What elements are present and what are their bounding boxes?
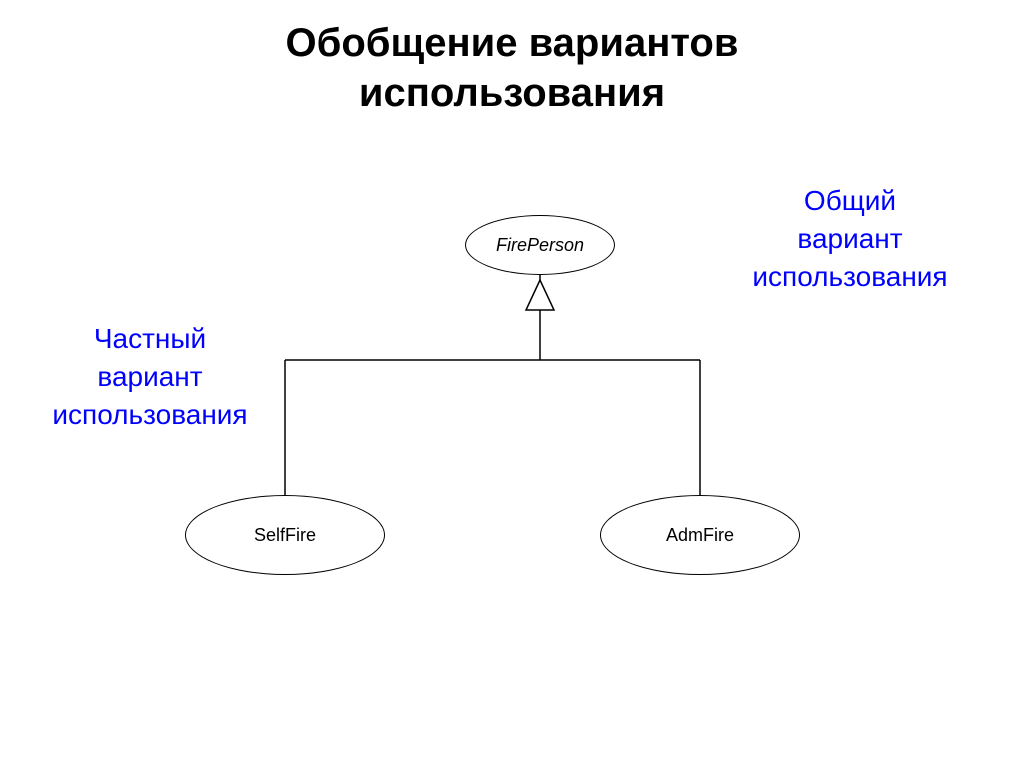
usecase-child-0-label: SelfFire [254, 525, 316, 546]
generalization-connectors [0, 0, 1024, 767]
usecase-child-admfire: AdmFire [600, 495, 800, 575]
usecase-child-selffire: SelfFire [185, 495, 385, 575]
usecase-parent-label: FirePerson [496, 235, 584, 256]
usecase-parent-fireperson: FirePerson [465, 215, 615, 275]
usecase-child-1-label: AdmFire [666, 525, 734, 546]
